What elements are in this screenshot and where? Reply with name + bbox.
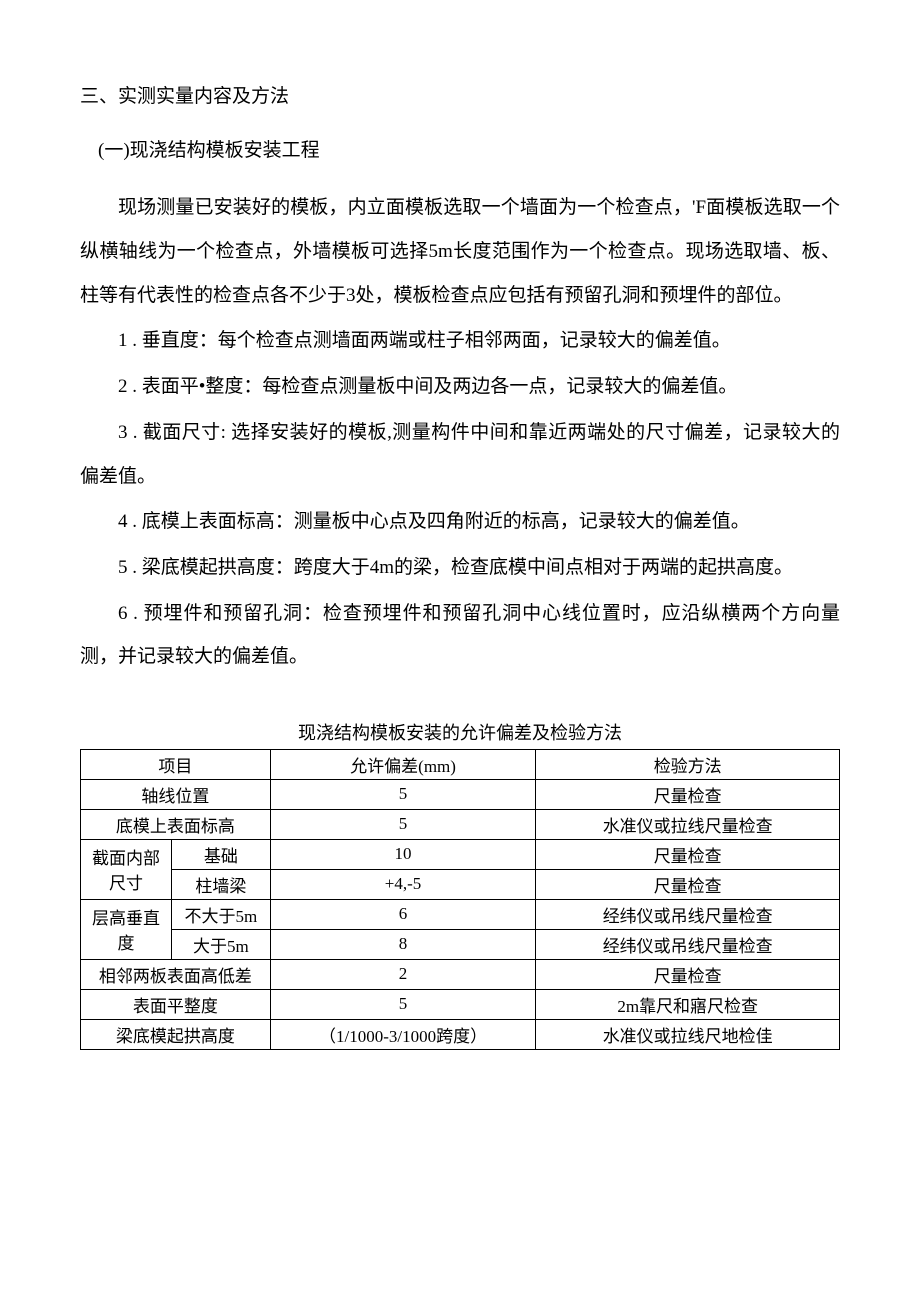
cell-method: 尺量检查 <box>536 869 840 899</box>
cell-project-sub: 柱墙梁 <box>172 869 271 899</box>
cell-method: 水准仪或拉线尺地检佳 <box>536 1019 840 1049</box>
cell-deviation: （1/1000-3/1000跨度） <box>270 1019 536 1049</box>
table-row: 梁底模起拱高度 （1/1000-3/1000跨度） 水准仪或拉线尺地检佳 <box>81 1019 840 1049</box>
table-row: 相邻两板表面高低差 2 尺量检查 <box>81 959 840 989</box>
list-item-2: 2 . 表面平•整度：每检查点测量板中间及两边各一点，记录较大的偏差值。 <box>80 365 840 409</box>
cell-method: 水准仪或拉线尺量检查 <box>536 809 840 839</box>
cell-deviation: 5 <box>270 809 536 839</box>
cell-method: 尺量检查 <box>536 959 840 989</box>
table-row: 柱墙梁 +4,-5 尺量检查 <box>81 869 840 899</box>
list-item-6: 6 . 预埋件和预留孔洞：检查预埋件和预留孔洞中心线位置时，应沿纵横两个方向量测… <box>80 592 840 679</box>
list-item-4: 4 . 底模上表面标高：测量板中心点及四角附近的标高，记录较大的偏差值。 <box>80 500 840 544</box>
list-item-5: 5 . 梁底模起拱高度：跨度大于4m的梁，检查底模中间点相对于两端的起拱高度。 <box>80 546 840 590</box>
cell-project-sub: 大于5m <box>172 929 271 959</box>
cell-deviation: 8 <box>270 929 536 959</box>
table-row: 底模上表面标高 5 水准仪或拉线尺量检查 <box>81 809 840 839</box>
cell-deviation: 10 <box>270 839 536 869</box>
cell-deviation: 5 <box>270 989 536 1019</box>
table-title: 现浇结构模板安装的允许偏差及检验方法 <box>80 719 840 745</box>
table-row: 表面平整度 5 2m靠尺和寤尺检查 <box>81 989 840 1019</box>
cell-method: 尺量检查 <box>536 839 840 869</box>
cell-method: 经纬仪或吊线尺量检查 <box>536 929 840 959</box>
table-row: 大于5m 8 经纬仪或吊线尺量检查 <box>81 929 840 959</box>
cell-project: 底模上表面标高 <box>81 809 271 839</box>
header-project: 项目 <box>81 749 271 779</box>
table-row: 截面内部尺寸 基础 10 尺量检查 <box>81 839 840 869</box>
table-row: 层高垂直度 不大于5m 6 经纬仪或吊线尺量检查 <box>81 899 840 929</box>
cell-deviation: 5 <box>270 779 536 809</box>
cell-project: 梁底模起拱高度 <box>81 1019 271 1049</box>
cell-project-sub: 基础 <box>172 839 271 869</box>
cell-deviation: +4,-5 <box>270 869 536 899</box>
cell-method: 经纬仪或吊线尺量检查 <box>536 899 840 929</box>
deviation-table: 项目 允许偏差(mm) 检验方法 轴线位置 5 尺量检查 底模上表面标高 5 水… <box>80 749 840 1050</box>
header-method: 检验方法 <box>536 749 840 779</box>
cell-project-group: 层高垂直度 <box>81 899 172 959</box>
cell-project-sub: 不大于5m <box>172 899 271 929</box>
cell-project: 相邻两板表面高低差 <box>81 959 271 989</box>
cell-project: 表面平整度 <box>81 989 271 1019</box>
table-row: 轴线位置 5 尺量检查 <box>81 779 840 809</box>
cell-deviation: 2 <box>270 959 536 989</box>
cell-method: 尺量检查 <box>536 779 840 809</box>
list-item-1: 1 . 垂直度：每个检查点测墙面两端或柱子相邻两面，记录较大的偏差值。 <box>80 319 840 363</box>
cell-deviation: 6 <box>270 899 536 929</box>
section-heading: 三、实测实量内容及方法 <box>80 80 840 114</box>
intro-paragraph: 现场测量已安装好的模板，内立面模板选取一个墙面为一个检查点，'F面模板选取一个纵… <box>80 186 840 317</box>
cell-project-group: 截面内部尺寸 <box>81 839 172 899</box>
list-item-3: 3 . 截面尺寸: 选择安装好的模板,测量构件中间和靠近两端处的尺寸偏差，记录较… <box>80 411 840 498</box>
cell-project: 轴线位置 <box>81 779 271 809</box>
table-header-row: 项目 允许偏差(mm) 检验方法 <box>81 749 840 779</box>
subsection-heading: (一)现浇结构模板安装工程 <box>98 134 840 168</box>
cell-method: 2m靠尺和寤尺检查 <box>536 989 840 1019</box>
header-deviation: 允许偏差(mm) <box>270 749 536 779</box>
